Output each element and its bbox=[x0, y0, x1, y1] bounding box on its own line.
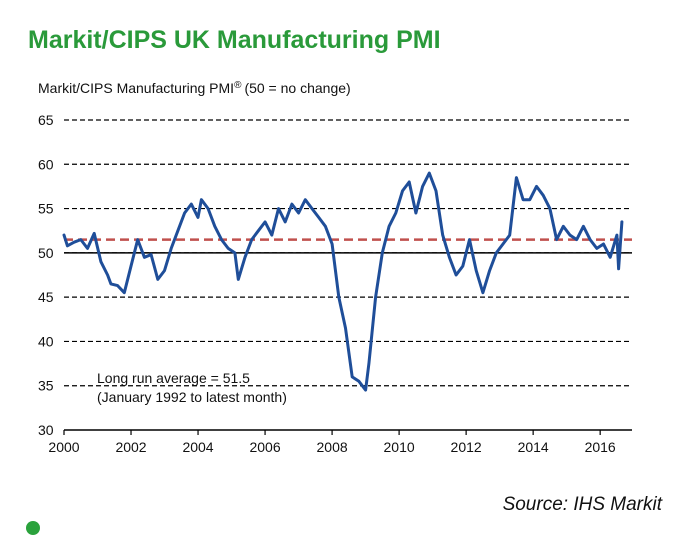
x-tick-label-2014: 2014 bbox=[518, 439, 549, 455]
y-tick-label-60: 60 bbox=[38, 156, 54, 172]
x-tick-labels: 2000 2002 2004 2006 2008 2010 2012 2014 2016 bbox=[48, 439, 616, 455]
x-tick-label-2016: 2016 bbox=[585, 439, 616, 455]
x-tick-label-2006: 2006 bbox=[249, 439, 280, 455]
y-axis-label-text: Markit/CIPS Manufacturing PMI bbox=[38, 80, 234, 96]
axes bbox=[63, 429, 632, 435]
series-group bbox=[62, 171, 624, 392]
y-axis-label: Markit/CIPS Manufacturing PMI® (50 = no c… bbox=[38, 80, 351, 96]
y-tick-label-65: 65 bbox=[38, 112, 54, 128]
annotation-line-1: Long run average = 51.5 bbox=[97, 370, 250, 386]
x-tick-label-2004: 2004 bbox=[182, 439, 213, 455]
x-tick-label-2002: 2002 bbox=[115, 439, 146, 455]
y-tick-label-50: 50 bbox=[38, 245, 54, 261]
chart-title: Markit/CIPS UK Manufacturing PMI bbox=[28, 26, 441, 54]
x-tick-label-2012: 2012 bbox=[451, 439, 482, 455]
y-tick-label-40: 40 bbox=[38, 333, 54, 349]
series-line-pmi bbox=[62, 171, 624, 392]
y-tick-label-30: 30 bbox=[38, 422, 54, 438]
x-tick-label-2008: 2008 bbox=[317, 439, 348, 455]
y-axis-label-note: (50 = no change) bbox=[244, 80, 350, 96]
y-tick-labels: 30 35 40 45 50 55 60 65 bbox=[38, 112, 54, 438]
brand-dot bbox=[26, 521, 40, 535]
y-tick-label-35: 35 bbox=[38, 378, 54, 394]
y-tick-label-55: 55 bbox=[38, 201, 54, 217]
x-tick-label-2010: 2010 bbox=[384, 439, 415, 455]
y-tick-label-45: 45 bbox=[38, 289, 54, 305]
source-label: Source: IHS Markit bbox=[502, 494, 662, 515]
annotation-line-2: (January 1992 to latest month) bbox=[97, 389, 287, 405]
x-tick-label-2000: 2000 bbox=[48, 439, 79, 455]
reference-lines bbox=[64, 238, 632, 254]
y-axis-label-superscript: ® bbox=[234, 80, 242, 91]
